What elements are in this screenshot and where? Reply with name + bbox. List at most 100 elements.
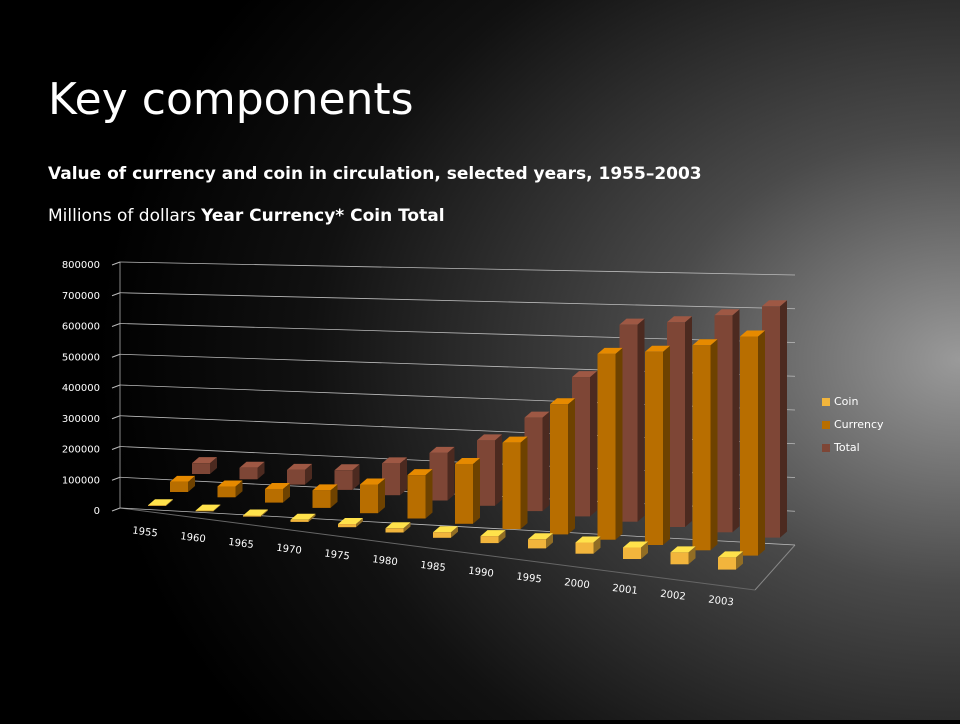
bar	[192, 463, 210, 474]
slide-title: Key components	[48, 74, 414, 125]
bar-side	[495, 434, 502, 506]
bar	[714, 315, 733, 533]
x-tick-label: 2002	[660, 589, 687, 603]
bar	[502, 442, 521, 530]
bar-side	[542, 411, 550, 512]
bar-top	[243, 509, 268, 516]
bar-top	[740, 330, 765, 337]
legend-label: Coin	[834, 395, 858, 408]
bar	[480, 536, 499, 544]
bar-top	[575, 536, 601, 543]
bar-top	[667, 316, 692, 323]
header-row: Year Currency* Coin Total	[200, 206, 444, 226]
bar	[455, 463, 473, 524]
bar	[385, 528, 404, 533]
bar-side	[403, 522, 411, 533]
bar	[645, 351, 663, 545]
bar-side	[546, 533, 553, 549]
bar	[334, 470, 353, 490]
bar-top	[572, 371, 597, 378]
bar	[407, 475, 426, 519]
bar	[217, 486, 236, 498]
x-tick-label: 1965	[228, 537, 255, 551]
bar	[575, 542, 594, 554]
bar	[692, 345, 711, 551]
bar-top	[714, 309, 740, 316]
y-tick-label: 200000	[62, 445, 100, 456]
tick-mark	[111, 292, 121, 297]
bar	[239, 467, 258, 480]
y-tick-label: 800000	[62, 260, 100, 271]
bar-side	[758, 330, 765, 556]
bar-top	[623, 541, 648, 548]
bar-top	[597, 347, 623, 354]
x-tick-label: 1985	[420, 560, 447, 574]
x-tick-label: 1980	[372, 554, 399, 568]
bar-top	[619, 318, 645, 325]
bar-top	[192, 457, 217, 464]
legend-swatch	[822, 444, 830, 452]
bar	[433, 532, 451, 538]
bar	[623, 547, 641, 559]
bar	[550, 404, 568, 535]
bar-top	[290, 513, 316, 520]
bar-top	[433, 526, 458, 533]
tick-mark	[111, 446, 121, 450]
bar-side	[498, 530, 506, 544]
bar-top	[670, 546, 696, 553]
legend-label: Total	[833, 441, 860, 454]
bar-side	[568, 398, 575, 535]
bar	[524, 417, 543, 512]
bar-top	[312, 484, 338, 491]
bar-side	[261, 509, 268, 517]
bar-side	[641, 541, 648, 559]
bar-top	[287, 463, 312, 470]
bar	[619, 324, 638, 522]
bar-top	[502, 436, 528, 443]
tick-mark	[111, 415, 121, 420]
bar	[290, 519, 309, 522]
bar	[740, 336, 758, 556]
bar-side	[732, 309, 740, 533]
bar-side	[210, 457, 217, 474]
bar	[382, 463, 400, 496]
grid-line	[119, 261, 796, 276]
bar-top	[692, 339, 718, 346]
slide-subtitle: Value of currency and coin in circulatio…	[48, 164, 702, 184]
bar	[170, 481, 188, 492]
bar-side	[213, 504, 221, 512]
bar-top	[217, 480, 243, 487]
bar-side	[688, 546, 696, 565]
bar-side	[615, 347, 623, 540]
bar-side	[637, 318, 645, 522]
bar	[338, 524, 356, 528]
bar-top	[645, 345, 670, 352]
bar	[528, 539, 546, 549]
bar-top	[550, 398, 575, 405]
bar-top	[170, 475, 195, 482]
bar-top	[334, 464, 360, 471]
bar	[597, 353, 616, 540]
x-tick-label: 1995	[516, 571, 543, 585]
bar-top	[477, 434, 502, 441]
bar	[667, 322, 685, 527]
bar-top	[718, 551, 743, 558]
x-tick-label: 1990	[468, 566, 495, 580]
bar-side	[378, 478, 385, 514]
bar-side	[235, 480, 243, 498]
bar-top	[148, 499, 173, 506]
bar-top	[762, 300, 787, 307]
x-tick-label: 1960	[180, 531, 207, 545]
bar-side	[780, 300, 787, 538]
bar-side	[330, 484, 338, 508]
bar-side	[188, 475, 195, 492]
bar-side	[166, 499, 173, 506]
grid-line	[119, 292, 796, 310]
tick-mark	[111, 353, 121, 358]
bar-side	[400, 457, 407, 496]
bar	[265, 488, 283, 503]
y-tick-label: 700000	[62, 291, 100, 302]
floor-edge	[754, 544, 796, 591]
tick-mark	[111, 476, 121, 481]
